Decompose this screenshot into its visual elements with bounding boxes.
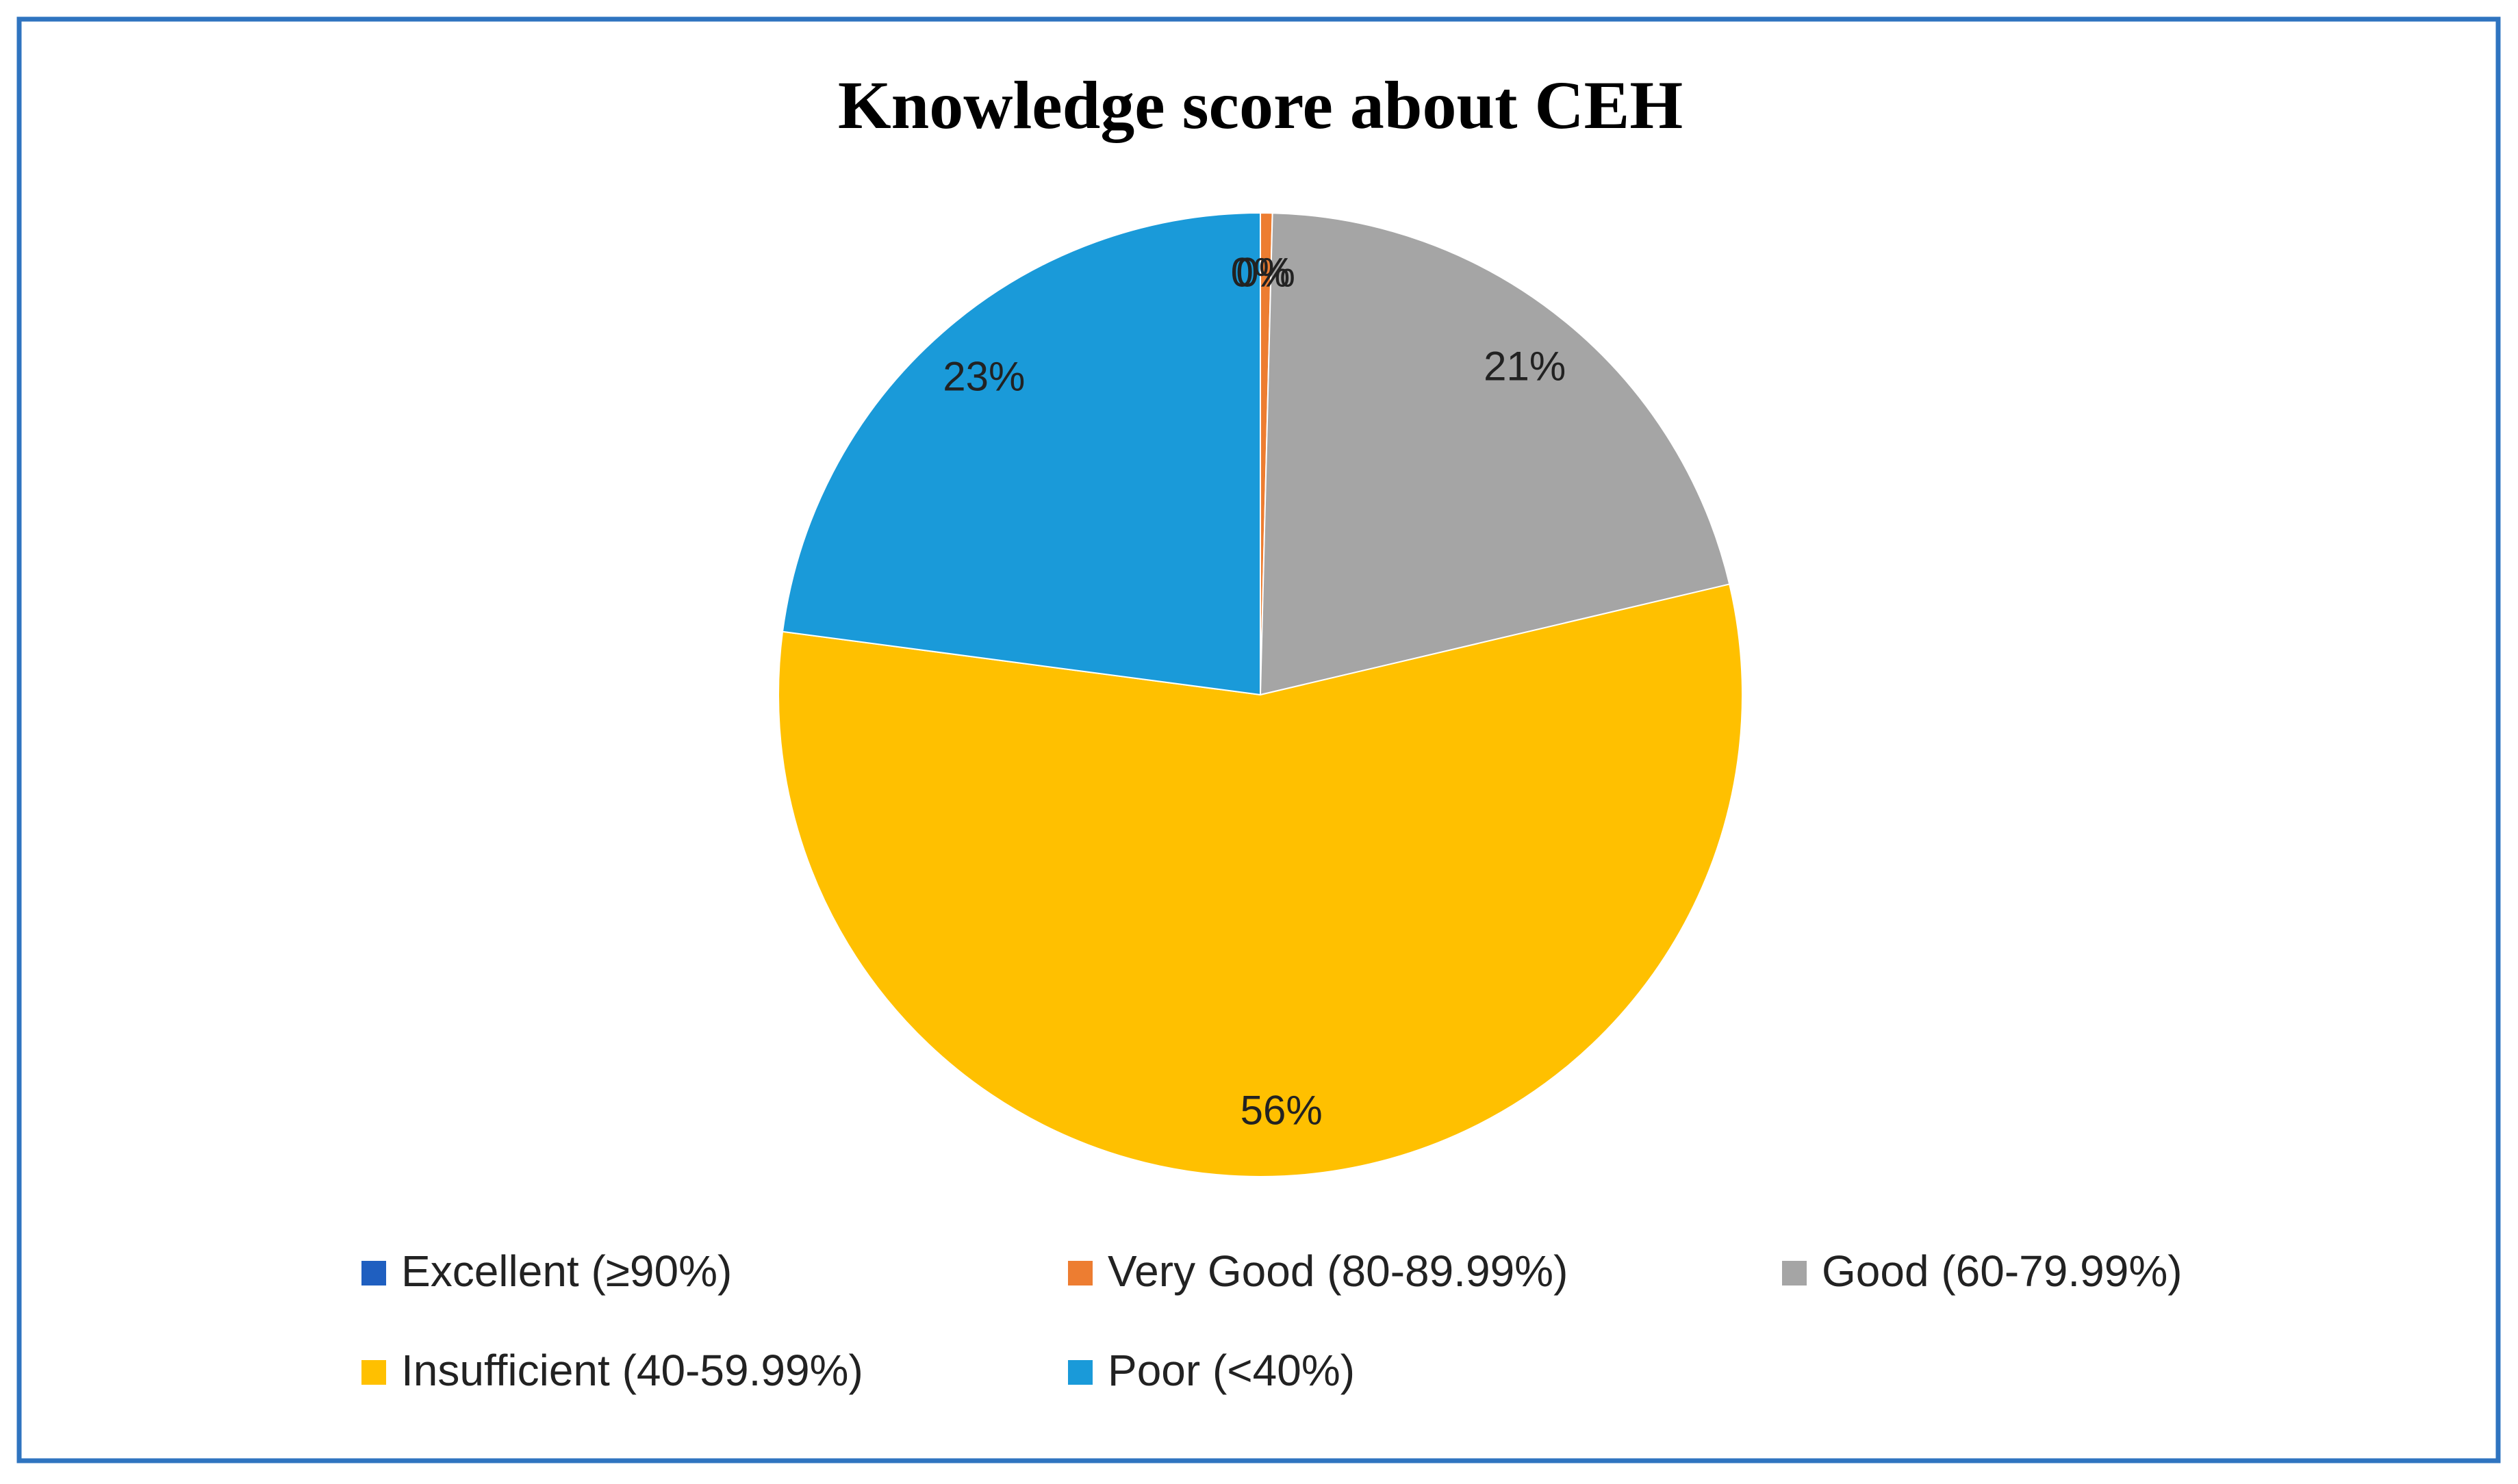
pie-slice bbox=[778, 583, 1743, 1177]
legend-label: Insufficient (40-59.99%) bbox=[401, 1346, 863, 1395]
legend-swatch bbox=[1068, 1261, 1093, 1285]
pie-slice bbox=[781, 212, 1261, 696]
legend-label: Excellent (≥90%) bbox=[401, 1246, 732, 1296]
pie-slice bbox=[1259, 212, 1731, 696]
data-label: 0% bbox=[1236, 249, 1295, 295]
data-label: 56% bbox=[1241, 1088, 1323, 1134]
data-label: 0% bbox=[1231, 249, 1290, 295]
legend-swatch bbox=[361, 1360, 386, 1385]
data-label: 23% bbox=[943, 353, 1025, 399]
chart-title: Knowledge score about CEH bbox=[838, 67, 1683, 143]
legend-swatch bbox=[361, 1261, 386, 1285]
legend-label: Good (60-79.99%) bbox=[1822, 1246, 2183, 1296]
legend-swatch bbox=[1068, 1360, 1093, 1385]
legend-label: Poor (<40%) bbox=[1108, 1346, 1355, 1395]
data-label: 21% bbox=[1484, 343, 1566, 389]
legend-label: Very Good (80-89.99%) bbox=[1108, 1246, 1568, 1296]
legend-swatch bbox=[1782, 1261, 1807, 1285]
